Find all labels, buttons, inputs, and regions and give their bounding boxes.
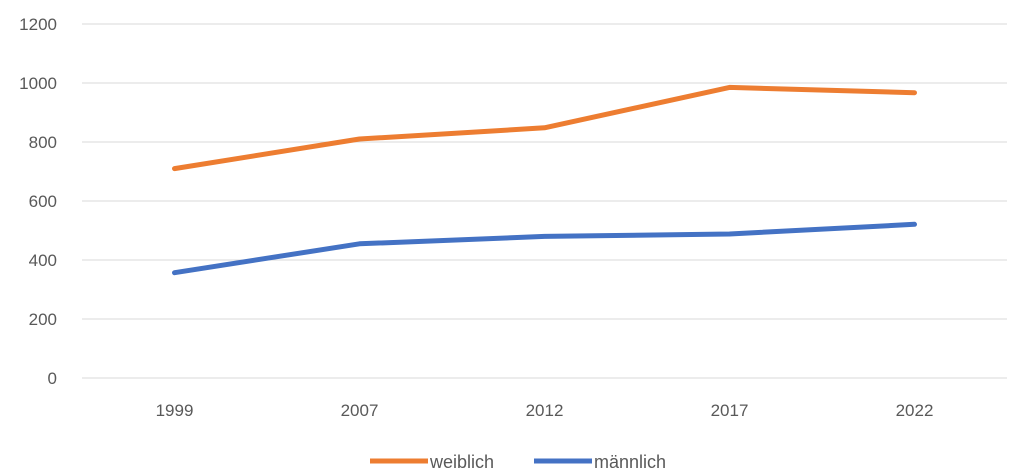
legend-label-maennlich: männlich	[594, 452, 666, 472]
x-tick-label: 2012	[526, 401, 564, 420]
y-tick-label: 200	[29, 310, 57, 329]
y-tick-label: 800	[29, 133, 57, 152]
y-tick-label: 1200	[19, 15, 57, 34]
legend-label-weiblich: weiblich	[429, 452, 494, 472]
x-tick-label: 1999	[156, 401, 194, 420]
x-tick-label: 2017	[711, 401, 749, 420]
legend: weiblich männlich	[370, 452, 666, 472]
series-line-1	[172, 221, 917, 276]
x-tick-label: 2022	[896, 401, 934, 420]
y-tick-label: 400	[29, 251, 57, 270]
y-tick-label: 1000	[19, 74, 57, 93]
y-axis-ticks: 0 200 400 600 800 1000 1200	[19, 15, 57, 388]
series-lines	[172, 84, 917, 276]
y-tick-label: 600	[29, 192, 57, 211]
x-tick-label: 2007	[341, 401, 379, 420]
grid-lines	[82, 23, 1007, 379]
x-axis-ticks: 1999 2007 2012 2017 2022	[156, 401, 934, 420]
series-line-0	[172, 84, 917, 172]
y-tick-label: 0	[48, 369, 57, 388]
